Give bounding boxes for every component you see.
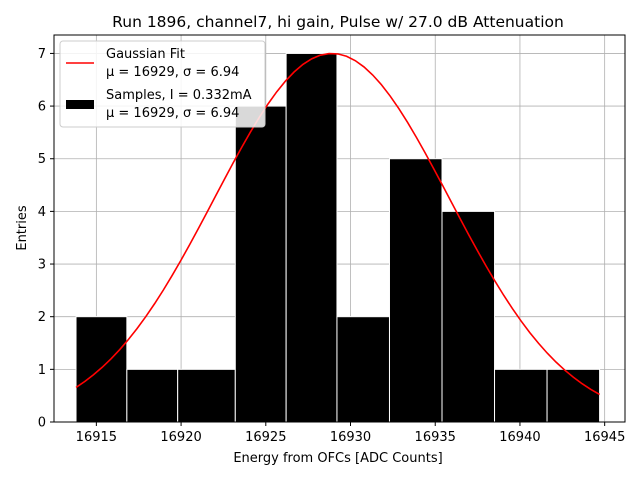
histogram-bars — [75, 52, 601, 423]
y-tick-label: 3 — [38, 258, 46, 273]
legend-samples-name: Samples, I = 0.332mA — [106, 88, 252, 103]
x-tick-label: 16940 — [499, 430, 540, 445]
y-axis-label: Entries — [15, 205, 30, 251]
histogram-bar-8 — [494, 368, 548, 423]
x-axis-label: Energy from OFCs [ADC Counts] — [233, 451, 442, 466]
histogram-bar-0 — [75, 316, 128, 423]
x-tick-label: 16935 — [415, 430, 456, 445]
histogram-bar-4 — [285, 52, 338, 423]
y-tick-label: 1 — [38, 363, 46, 378]
x-axis-ticks: 16915 16920 16925 16930 16935 16940 16945 — [76, 422, 625, 445]
plot-frame — [53, 34, 626, 423]
histogram-bar-1 — [126, 368, 179, 423]
y-axis-ticks: 0 1 2 3 4 5 6 7 — [38, 47, 54, 431]
x-tick-label: 16925 — [245, 430, 286, 445]
x-tick-label: 16945 — [584, 430, 625, 445]
histogram-bar-6 — [388, 158, 443, 423]
histogram-bar-3 — [234, 105, 287, 423]
y-tick-label: 4 — [38, 205, 46, 220]
y-tick-label: 5 — [38, 152, 46, 167]
gaussian-fit-line — [75, 52, 600, 396]
legend-samples-stats: μ = 16929, σ = 6.94 — [106, 106, 239, 121]
x-tick-label: 16920 — [160, 430, 201, 445]
y-tick-label: 2 — [38, 310, 46, 325]
legend-samples-swatch — [66, 100, 94, 109]
legend-fit-name: Gaussian Fit — [106, 47, 185, 62]
x-tick-label: 16915 — [76, 430, 117, 445]
x-tick-label: 16930 — [330, 430, 371, 445]
y-tick-label: 7 — [38, 47, 46, 62]
legend-fit-stats: μ = 16929, σ = 6.94 — [106, 65, 239, 80]
histogram-bar-7 — [441, 210, 496, 423]
y-tick-label: 0 — [38, 416, 46, 431]
chart-title: Run 1896, channel7, hi gain, Pulse w/ 27… — [112, 13, 564, 31]
histogram-bar-5 — [336, 316, 390, 423]
histogram-bar-9 — [546, 368, 601, 423]
legend-box — [59, 40, 266, 128]
legend: Gaussian Fit μ = 16929, σ = 6.94 Samples… — [59, 40, 266, 128]
y-tick-label: 6 — [38, 100, 46, 115]
gaussian-fit — [75, 52, 600, 396]
histogram-bar-2 — [177, 368, 236, 423]
